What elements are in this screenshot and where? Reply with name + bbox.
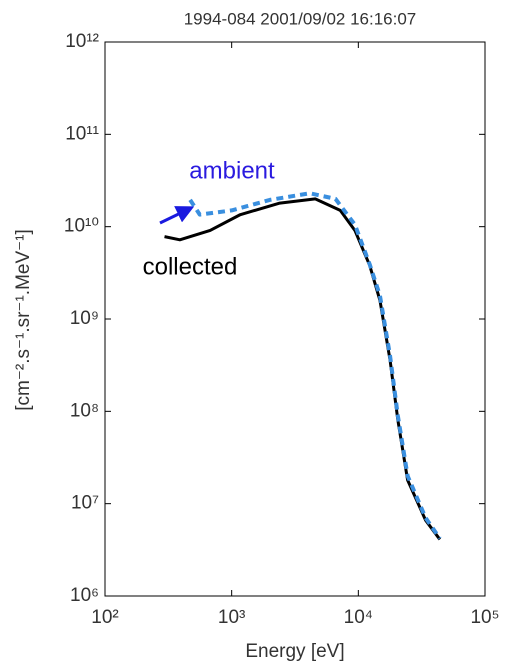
chart-title: 1994-084 2001/09/02 16:16:07 bbox=[184, 9, 417, 28]
y-tick-label: 10¹⁰ bbox=[64, 216, 99, 237]
data-line bbox=[188, 191, 442, 540]
data-line bbox=[164, 197, 442, 541]
x-tick-label: 10⁴ bbox=[344, 607, 373, 628]
x-tick-label: 10² bbox=[91, 607, 118, 628]
collected-label: collected bbox=[143, 253, 238, 280]
x-tick-label: 10³ bbox=[218, 607, 245, 628]
plot-frame bbox=[104, 41, 486, 597]
y-tick-label: 10⁶ bbox=[70, 585, 99, 606]
x-tick-label: 10⁵ bbox=[470, 607, 499, 628]
x-axis-label: Energy [eV] bbox=[245, 641, 344, 662]
y-axis-label: [cm⁻².s⁻¹.sr⁻¹.MeV⁻¹] bbox=[13, 229, 34, 411]
y-tick-label: 10⁷ bbox=[71, 493, 99, 514]
y-tick-label: 10¹¹ bbox=[65, 123, 99, 144]
y-tick-label: 10⁸ bbox=[70, 400, 99, 421]
ambient-label: ambient bbox=[189, 157, 275, 184]
y-tick-label: 10⁹ bbox=[70, 308, 99, 329]
annotation-arrow bbox=[159, 206, 195, 225]
y-tick-label: 10¹² bbox=[65, 31, 99, 52]
